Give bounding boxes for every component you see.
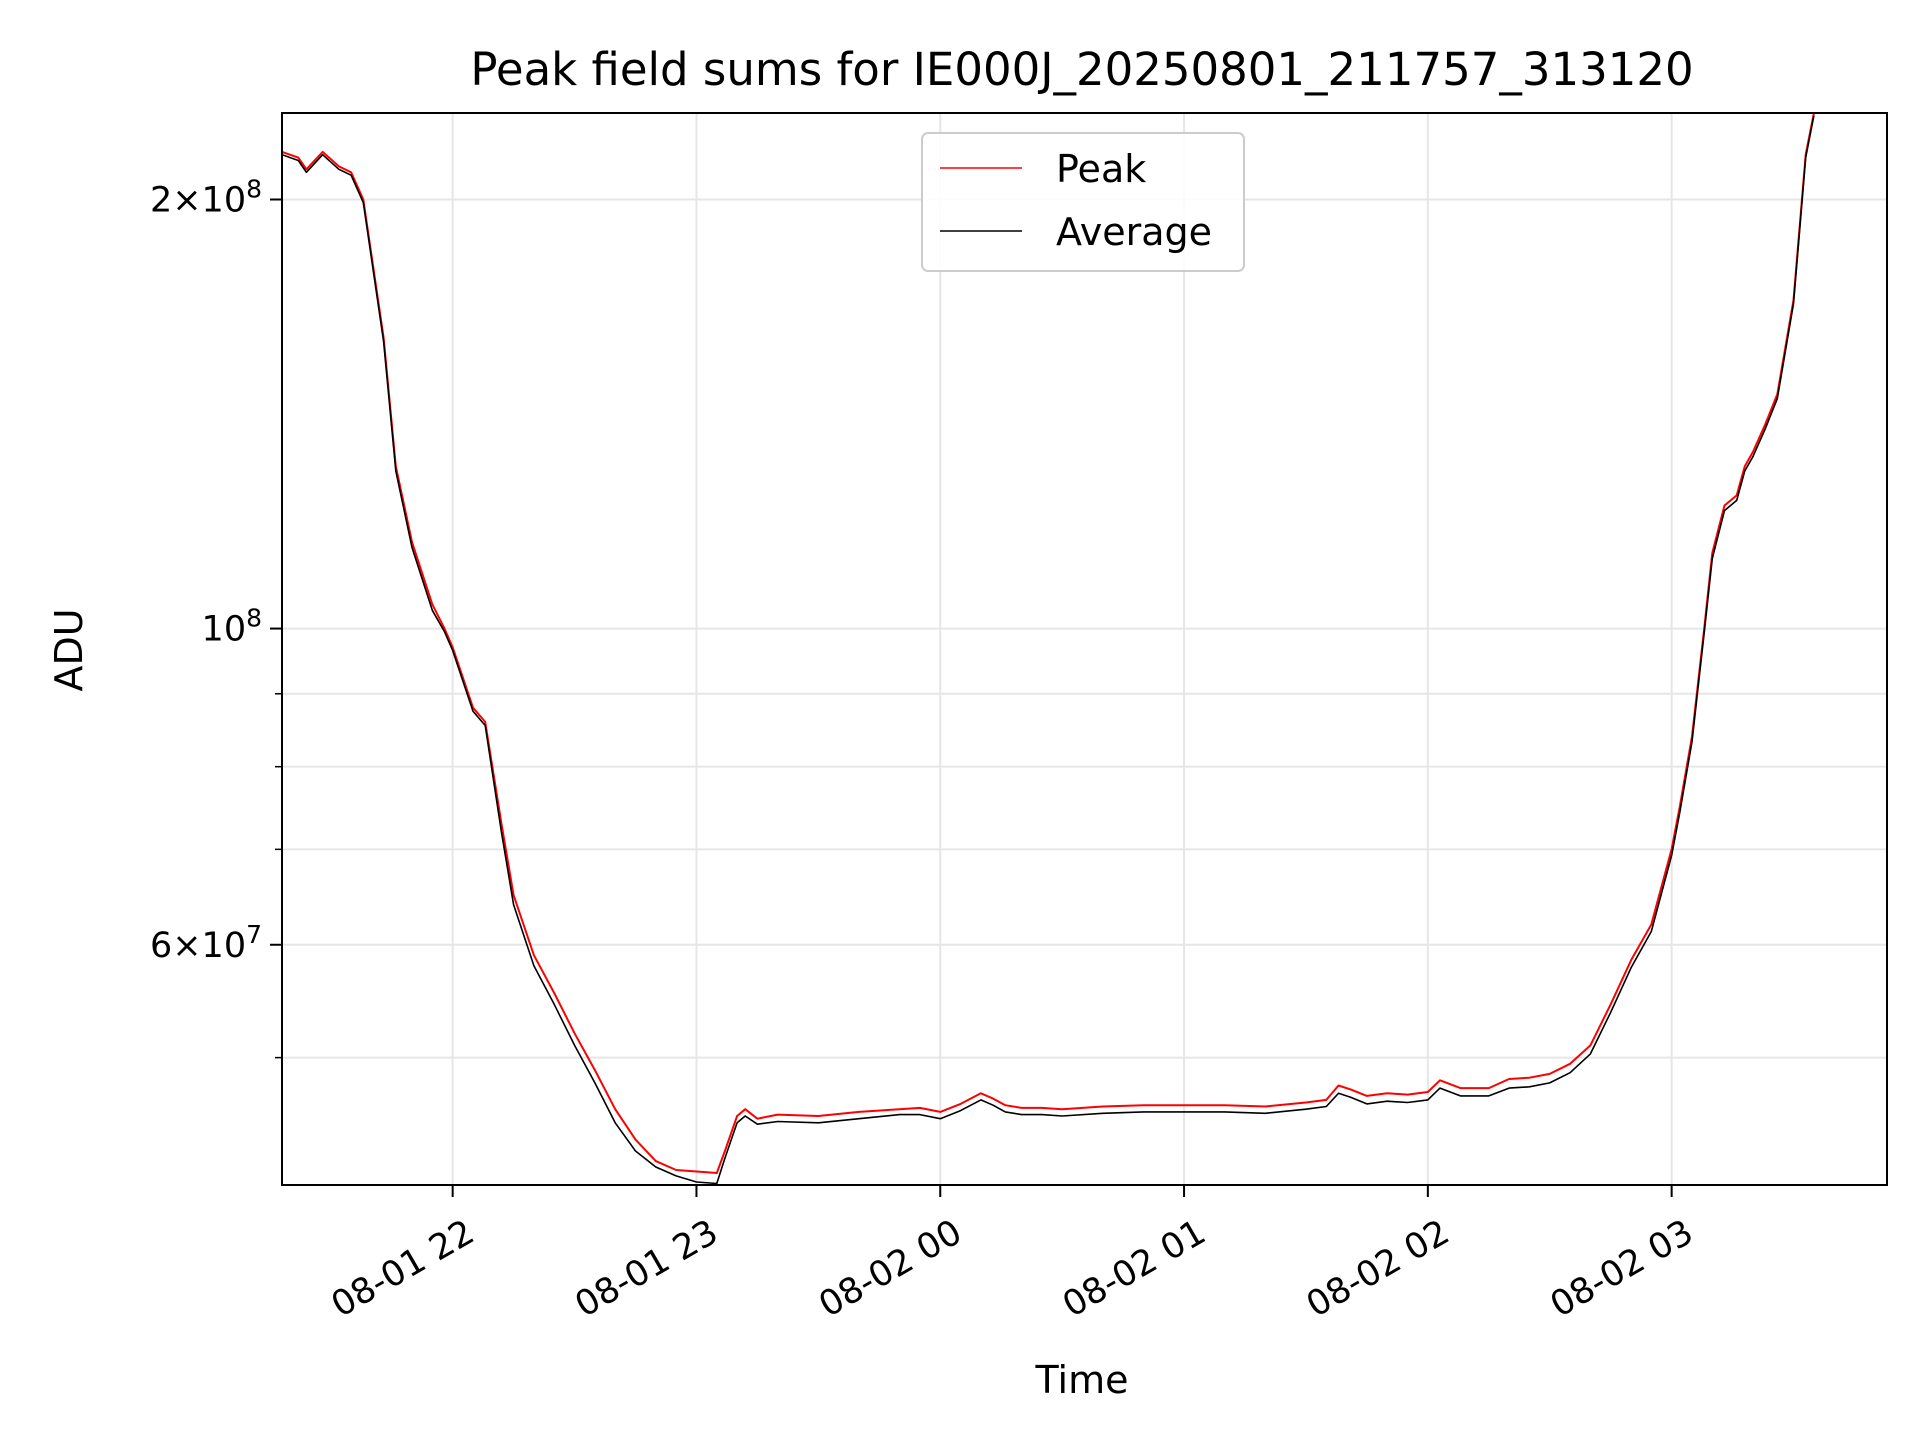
y-axis-label: ADU — [47, 608, 91, 691]
y-tick-label: 2×108 — [150, 175, 262, 221]
x-axis-label: Time — [1035, 1358, 1129, 1402]
legend: Peak Average — [921, 132, 1245, 272]
plot-area — [282, 113, 1815, 1185]
y-tick-label: 108 — [202, 604, 262, 650]
y-tick-label: 6×107 — [150, 920, 262, 966]
grid — [282, 113, 1887, 1185]
chart-title: Peak field sums for IE000J_20250801_2117… — [470, 43, 1693, 96]
legend-label-peak: Peak — [1056, 147, 1146, 191]
series-line-peak — [282, 113, 1815, 1174]
plot-frame — [281, 112, 1888, 1186]
series-line-average — [282, 115, 1815, 1185]
legend-label-average: Average — [1056, 210, 1212, 254]
